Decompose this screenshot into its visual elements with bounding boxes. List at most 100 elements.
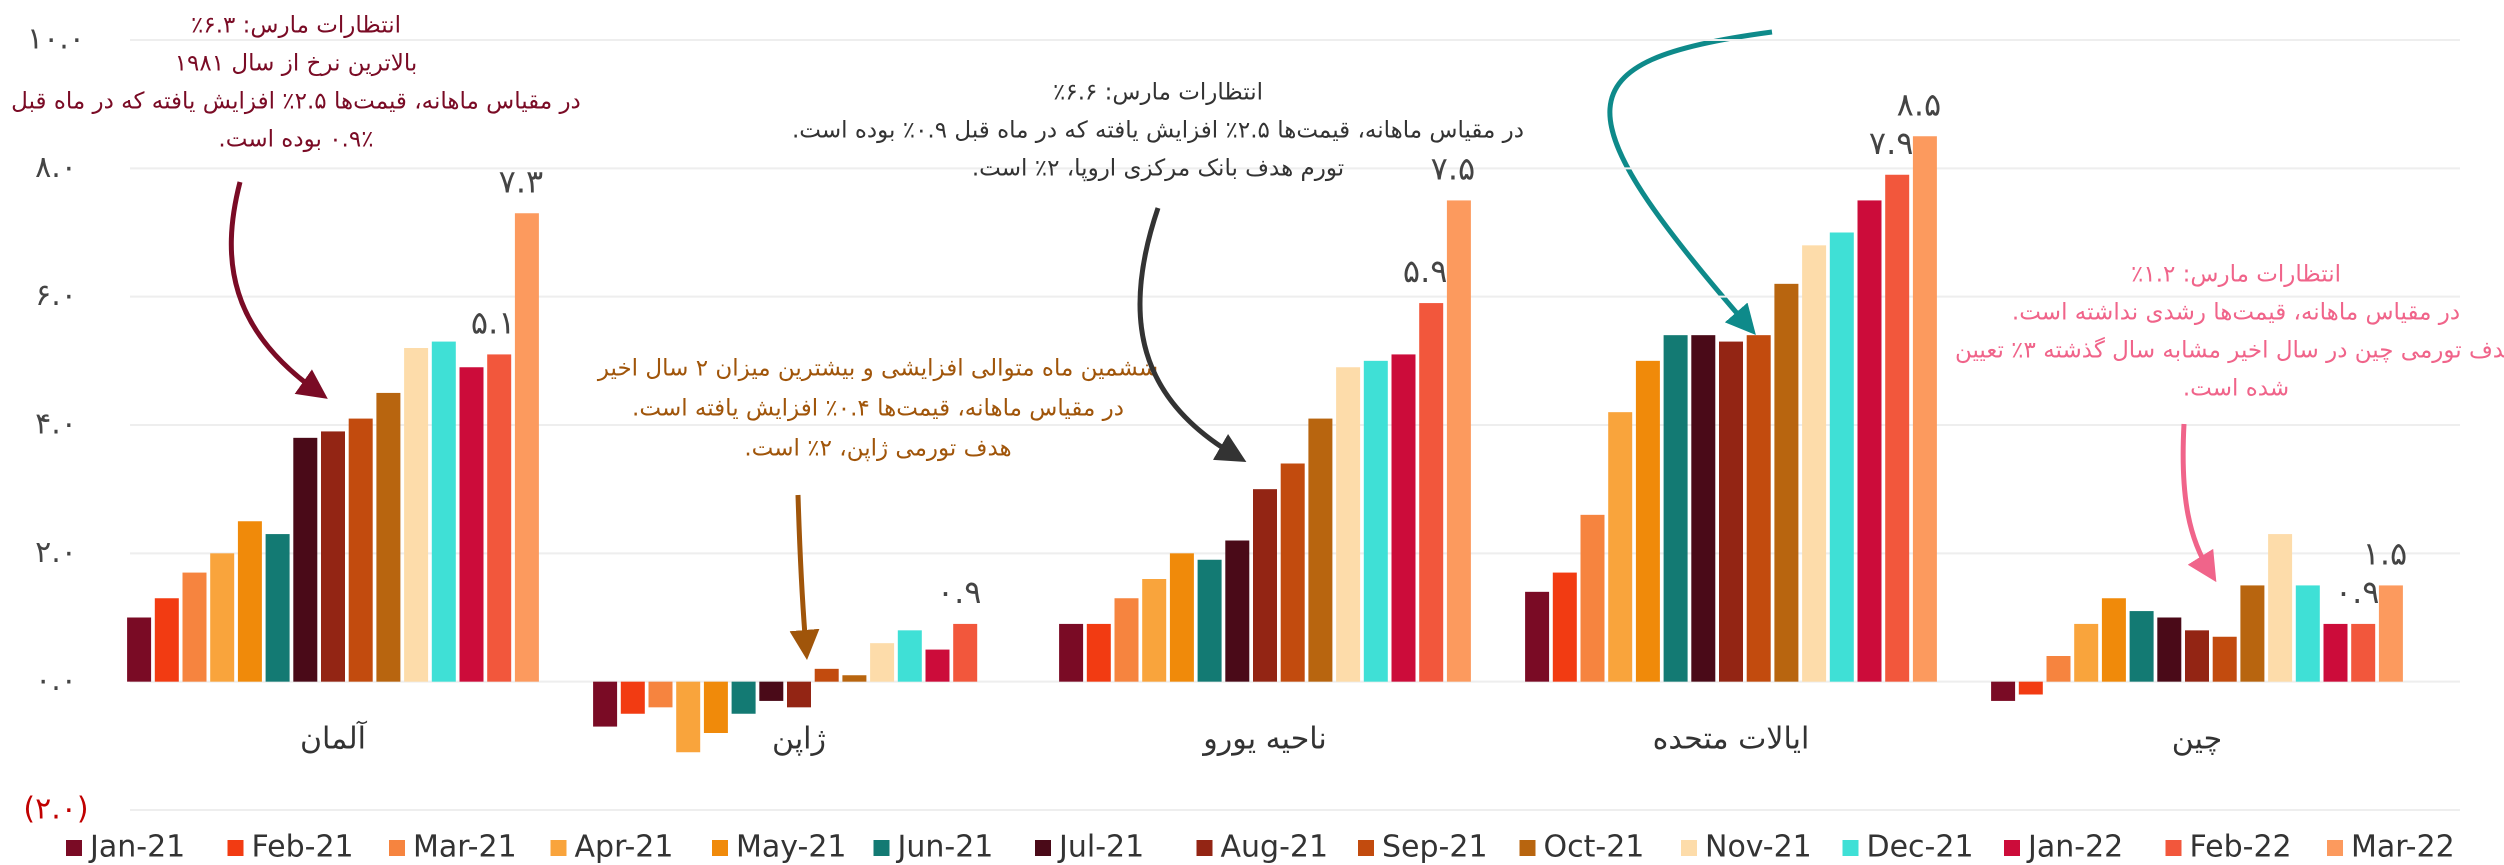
bar xyxy=(1580,514,1605,682)
legend-swatch xyxy=(873,840,890,856)
legend-swatch xyxy=(2004,840,2020,856)
annotation-arrow xyxy=(1137,207,1247,463)
x-tick-label: ناحیه یورو xyxy=(1201,722,1327,757)
bar xyxy=(1774,283,1799,682)
legend-swatch xyxy=(2165,840,2182,856)
bar xyxy=(1608,412,1633,682)
bar xyxy=(1991,681,2016,701)
bar xyxy=(1391,354,1416,682)
y-tick-label: ۶.۰ xyxy=(35,278,77,313)
y-tick-label: ۸.۰ xyxy=(35,150,77,185)
legend-label: Dec-21 xyxy=(1867,830,1974,865)
bar xyxy=(1363,360,1388,682)
bar xyxy=(2129,611,2154,682)
bar xyxy=(1280,463,1305,682)
bar xyxy=(1059,623,1084,682)
bar xyxy=(404,348,429,682)
legend-swatch xyxy=(2327,840,2343,856)
legend-swatch xyxy=(227,840,244,856)
legend-swatch xyxy=(389,840,405,856)
legend-label: Jul-21 xyxy=(1057,830,1144,865)
bar xyxy=(1802,245,1827,682)
bar xyxy=(842,675,867,682)
legend-swatch xyxy=(1358,840,1374,856)
legend-label: Oct-21 xyxy=(1544,830,1645,865)
annotation-text: ششمین ماه متوالی افزایشی و بیشترین میزان… xyxy=(597,356,1158,382)
bar xyxy=(593,681,618,727)
bar xyxy=(814,668,839,682)
y-tick-label: ۱۰.۰ xyxy=(27,22,85,57)
bar xyxy=(787,681,811,708)
bar xyxy=(759,681,784,701)
legend-label: Apr-21 xyxy=(575,830,674,865)
bar xyxy=(2240,585,2265,682)
value-label: ۰.۹ xyxy=(937,573,982,611)
legend-label: Jan-22 xyxy=(2026,830,2123,865)
legend-label: Sep-21 xyxy=(1382,830,1488,865)
bar xyxy=(1142,579,1167,682)
annotation-text: بالاترین نرخ از سال ۱۹۸۱ xyxy=(175,51,418,77)
annotation-text: انتظارات مارس: ۶.۳٪ xyxy=(191,13,401,39)
annotation-text: در مقیاس ماهانه، قیمت‌ها ۲.۵٪ افزایش یاف… xyxy=(11,89,581,115)
bar xyxy=(431,341,456,682)
legend-label: Feb-22 xyxy=(2190,830,2292,865)
bar xyxy=(2157,617,2182,682)
value-label: ۵.۹ xyxy=(1403,252,1448,290)
bar xyxy=(182,572,207,682)
annotation-arrow xyxy=(789,494,820,660)
legend-label: Mar-22 xyxy=(2351,830,2455,865)
legend-label: Jan-21 xyxy=(88,830,185,865)
bar xyxy=(2378,585,2403,682)
annotation-text: تورم هدف بانک مرکزی اروپا، ۲٪ است. xyxy=(972,156,1344,182)
value-label: ۰.۹ xyxy=(2335,573,2380,611)
bar xyxy=(2185,630,2209,682)
bar xyxy=(2046,656,2071,682)
bar xyxy=(731,681,756,714)
annotation-text: هدف تورمی چین در سال اخیر مشابه سال گذشت… xyxy=(1955,337,2504,364)
bar xyxy=(348,418,373,682)
bar xyxy=(925,649,950,682)
legend-label: May-21 xyxy=(736,830,847,865)
bar xyxy=(1446,200,1471,682)
bar xyxy=(154,598,179,682)
bar xyxy=(1552,572,1577,682)
bar xyxy=(2074,623,2099,682)
bar xyxy=(1663,335,1688,682)
legend-swatch xyxy=(550,840,567,856)
bar xyxy=(2018,681,2043,695)
annotation-text: هدف تورمی ژاپن، ۲٪ است. xyxy=(744,436,1011,462)
bar xyxy=(1225,540,1250,682)
annotation-text: ۰.۹٪ بوده است. xyxy=(218,127,373,153)
annotation-text: انتظارات مارس: ۱.۲٪ xyxy=(2131,262,2341,288)
annotation-arrow xyxy=(1607,29,1773,336)
value-label: ۱.۵ xyxy=(2363,534,2408,572)
bar xyxy=(953,623,978,682)
bar xyxy=(2351,623,2376,682)
bar xyxy=(1308,418,1333,682)
x-tick-label: چین xyxy=(2172,722,2222,757)
legend-label: Jun-21 xyxy=(896,830,994,865)
y-tick-label: ۰.۰ xyxy=(35,663,77,698)
bar xyxy=(514,213,539,682)
value-label: ۸.۵ xyxy=(1897,85,1942,123)
legend-label: Feb-21 xyxy=(252,830,354,865)
value-label: ۷.۹ xyxy=(1869,124,1914,162)
annotation-text: در مقیاس ماهانه، قیمت‌ها ۲.۵٪ افزایش یاف… xyxy=(792,118,1524,144)
bar xyxy=(1169,553,1194,682)
legend-swatch xyxy=(1681,840,1697,856)
bar xyxy=(1635,360,1660,682)
bar xyxy=(1885,174,1910,682)
bar xyxy=(1419,303,1444,682)
bar xyxy=(1197,559,1222,682)
bar xyxy=(1253,489,1277,682)
legend-swatch xyxy=(1842,840,1859,856)
bar xyxy=(210,553,235,682)
bar xyxy=(1829,232,1854,682)
annotation-text: در مقیاس ماهانه، قیمت‌ها رشدی نداشته است… xyxy=(2012,300,2460,326)
y-tick-label: (۲.۰) xyxy=(23,792,88,827)
bar xyxy=(237,521,262,682)
bar xyxy=(2101,598,2126,682)
x-tick-label: ایالات متحده xyxy=(1653,722,1810,757)
bar xyxy=(703,681,728,733)
